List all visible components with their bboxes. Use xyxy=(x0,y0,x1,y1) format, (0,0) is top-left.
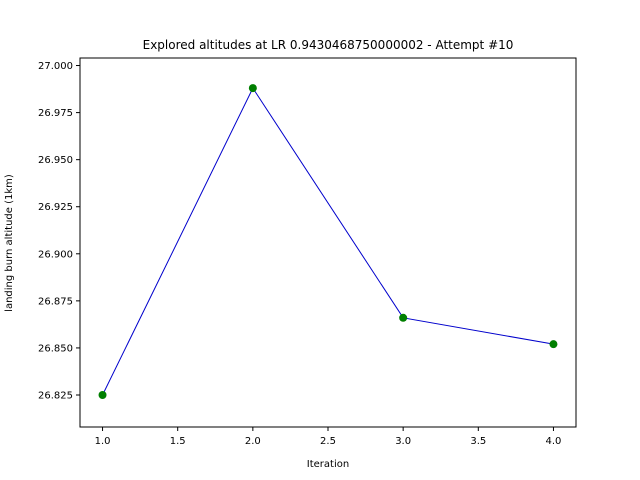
data-point xyxy=(549,340,558,349)
x-axis: 1.0 1.5 2.0 2.5 3.0 3.5 4.0 xyxy=(95,427,562,447)
y-tick-label: 26.925 xyxy=(38,202,73,213)
plot-frame xyxy=(79,57,577,428)
y-tick-label: 26.975 xyxy=(38,108,73,119)
data-point xyxy=(98,390,107,399)
y-tick-label: 26.950 xyxy=(38,155,73,166)
x-tick-label: 2.5 xyxy=(320,436,336,447)
y-axis-label: landing burn altitude (1km) xyxy=(4,174,15,312)
x-tick-label: 1.5 xyxy=(170,436,186,447)
plot-area xyxy=(79,57,577,428)
data-point xyxy=(399,313,408,322)
y-tick-label: 27.000 xyxy=(38,61,73,72)
y-tick-label: 26.875 xyxy=(38,296,73,307)
chart-title: Explored altitudes at LR 0.9430468750000… xyxy=(143,38,514,52)
x-tick-label: 4.0 xyxy=(546,436,562,447)
y-tick-label: 26.825 xyxy=(38,390,73,401)
x-tick-label: 2.0 xyxy=(245,436,261,447)
x-tick-label: 3.0 xyxy=(395,436,411,447)
x-axis-label: Iteration xyxy=(307,459,349,470)
y-tick-label: 26.900 xyxy=(38,249,73,260)
x-tick-label: 1.0 xyxy=(95,436,111,447)
y-tick-label: 26.850 xyxy=(38,343,73,354)
series-line xyxy=(102,87,554,396)
x-tick-label: 3.5 xyxy=(470,436,486,447)
y-axis: 26.825 26.850 26.875 26.900 26.925 26.950 26.9… xyxy=(38,61,80,401)
data-point xyxy=(248,84,257,93)
